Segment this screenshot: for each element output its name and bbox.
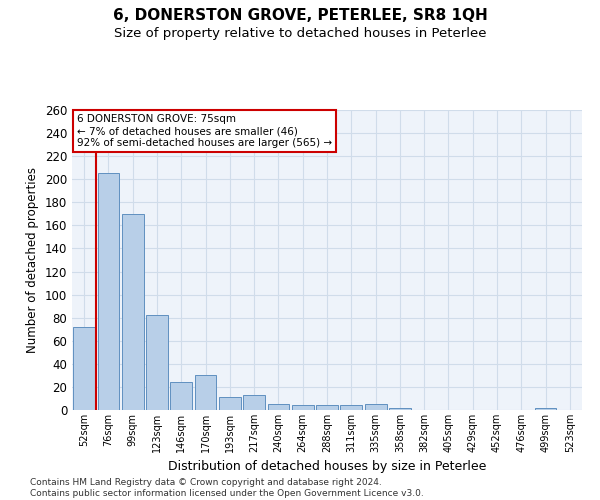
Text: Size of property relative to detached houses in Peterlee: Size of property relative to detached ho… (114, 28, 486, 40)
Bar (73, 327, 95, 410)
Bar (97, 174, 119, 410)
Bar (194, 376, 217, 410)
Y-axis label: Number of detached properties: Number of detached properties (26, 167, 39, 353)
Bar (365, 404, 386, 410)
Bar (146, 316, 168, 410)
Text: 6, DONERSTON GROVE, PETERLEE, SR8 1QH: 6, DONERSTON GROVE, PETERLEE, SR8 1QH (113, 8, 487, 22)
Bar (219, 398, 241, 410)
Bar (316, 406, 338, 410)
Bar (340, 406, 362, 410)
Bar (292, 406, 314, 410)
Bar (268, 404, 289, 410)
Bar (535, 408, 556, 410)
Bar (389, 408, 411, 410)
Bar (170, 382, 192, 410)
Text: 6 DONERSTON GROVE: 75sqm
← 7% of detached houses are smaller (46)
92% of semi-de: 6 DONERSTON GROVE: 75sqm ← 7% of detache… (77, 114, 332, 148)
Bar (243, 395, 265, 410)
Bar (122, 214, 143, 410)
Text: Contains HM Land Registry data © Crown copyright and database right 2024.
Contai: Contains HM Land Registry data © Crown c… (30, 478, 424, 498)
X-axis label: Distribution of detached houses by size in Peterlee: Distribution of detached houses by size … (168, 460, 486, 473)
